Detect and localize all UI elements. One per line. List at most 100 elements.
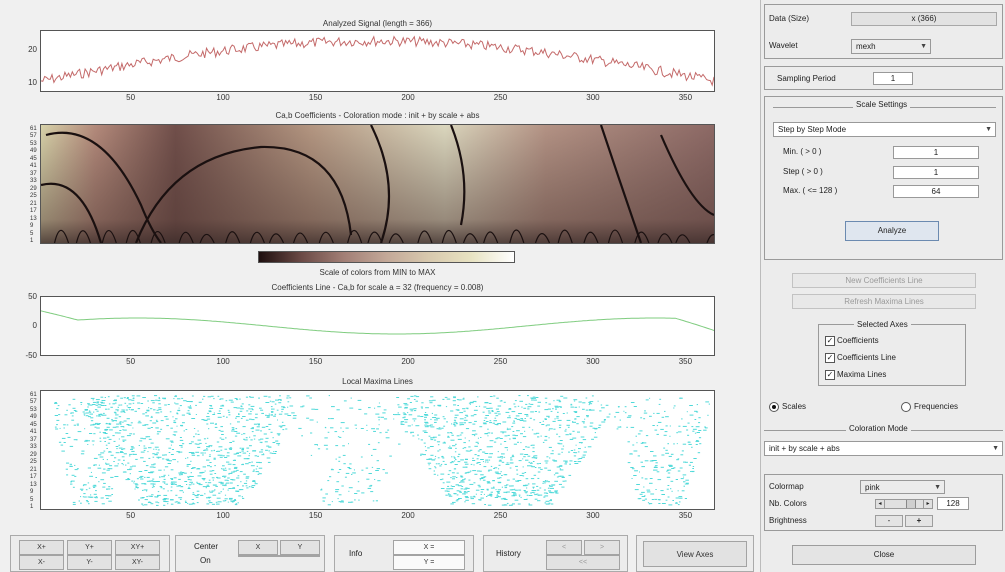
step-input[interactable]: 1: [893, 166, 979, 179]
colormap-value: pink: [865, 483, 880, 492]
slider-thumb[interactable]: [906, 500, 916, 508]
chevron-down-icon: ▼: [985, 126, 992, 133]
new-coefficients-line-button[interactable]: New Coefficients Line: [792, 273, 976, 288]
wavelet-select-value: mexh: [856, 42, 876, 51]
colormap-select[interactable]: pink ▼: [860, 480, 945, 494]
scale-mode-select[interactable]: Step by Step Mode ▼: [773, 122, 996, 137]
checkbox-coefficients-label: Coefficients: [837, 336, 879, 346]
history-group: History < > <<: [483, 535, 628, 572]
center-y-button[interactable]: Y: [280, 540, 320, 555]
history-start-button[interactable]: <<: [546, 555, 620, 570]
maxima-ytick: 17: [30, 474, 37, 481]
zoom-xy-minus-button[interactable]: XY-: [115, 555, 160, 570]
max-input[interactable]: 64: [893, 185, 979, 198]
checkbox-coefficients-line[interactable]: ✓ Coefficients Line: [825, 353, 896, 363]
zoom-y-minus-button[interactable]: Y-: [67, 555, 112, 570]
coefs-ytick: 1: [30, 238, 34, 244]
close-button[interactable]: Close: [792, 545, 976, 565]
coefs-ytick: 61: [30, 126, 37, 132]
checkbox-coefficients[interactable]: ✓ Coefficients: [825, 336, 879, 346]
signal-line: [40, 35, 715, 87]
selected-axes-frame: Selected Axes ✓ Coefficients ✓ Coefficient…: [818, 320, 966, 386]
maxima-ytick: 1: [30, 504, 34, 510]
radio-off-icon: [901, 402, 911, 412]
coefline-xtick: 250: [493, 357, 508, 366]
coloration-mode-title: Coloration Mode: [846, 424, 911, 433]
coefline-xtick: 350: [678, 357, 693, 366]
scale-settings-title: Scale Settings: [853, 100, 911, 109]
coefs-ytick: 53: [30, 140, 37, 147]
max-label: Max. ( <= 128 ): [783, 186, 838, 195]
maxima-xtick: 50: [126, 511, 136, 520]
signal-xtick: 150: [308, 93, 323, 102]
coefs-ytick: 37: [30, 170, 37, 177]
maxima-lines-plot[interactable]: [40, 390, 715, 510]
refresh-maxima-lines-button[interactable]: Refresh Maxima Lines: [792, 294, 976, 309]
selected-axes-title: Selected Axes: [854, 320, 911, 329]
center-x-button[interactable]: X: [238, 540, 278, 555]
brightness-minus-button[interactable]: -: [875, 515, 903, 527]
checkbox-maxima-lines[interactable]: ✓ Maxima Lines: [825, 370, 886, 380]
zoom-xy-plus-button[interactable]: XY+: [115, 540, 160, 555]
min-label: Min. ( > 0 ): [783, 147, 822, 156]
data-size-value: x (366): [851, 12, 997, 26]
history-back-button[interactable]: <: [546, 540, 582, 555]
maxima-ytick: 53: [30, 406, 37, 413]
coefs-ytick: 9: [30, 223, 34, 230]
coefline-xtick: 150: [308, 357, 323, 366]
maxima-ytick: 41: [30, 429, 37, 436]
signal-xtick: 300: [586, 93, 600, 102]
coefficients-image: [41, 125, 714, 243]
nb-colors-label: Nb. Colors: [769, 499, 807, 508]
maxima-ytick: 37: [30, 436, 37, 443]
coefficients-line: [40, 310, 715, 335]
sampling-period-input[interactable]: 1: [873, 72, 913, 85]
on-label: On: [200, 556, 211, 565]
coefs-ytick: 29: [30, 185, 37, 192]
signal-plot[interactable]: [40, 30, 715, 92]
step-label: Step ( > 0 ): [783, 167, 823, 176]
zoom-x-plus-button[interactable]: X+: [19, 540, 64, 555]
coefs-ytick: 17: [30, 208, 37, 215]
slider-left-arrow-icon[interactable]: ◂: [876, 500, 885, 508]
center-on-field[interactable]: [238, 555, 320, 557]
radio-frequencies-label: Frequencies: [914, 402, 959, 412]
control-panel: Data (Size) x (366) Wavelet mexh ▼ Sampli…: [760, 0, 1005, 572]
signal-xtick: 200: [401, 93, 415, 102]
maxima-xtick: 250: [493, 511, 508, 520]
chevron-down-icon: ▼: [992, 445, 999, 452]
coefline-xtick: 200: [401, 357, 415, 366]
coloration-mode-select[interactable]: init + by scale + abs ▼: [764, 441, 1003, 456]
history-forward-button[interactable]: >: [584, 540, 620, 555]
maxima-xtick: 200: [401, 511, 415, 520]
signal-xtick: 100: [216, 93, 230, 102]
min-input[interactable]: 1: [893, 146, 979, 159]
coefs-ytick: 49: [30, 148, 37, 155]
view-axes-button[interactable]: View Axes: [643, 541, 747, 567]
coefficients-line-plot[interactable]: [40, 296, 715, 356]
coefline-plot-title: Coefficients Line - Ca,b for scale a = 3…: [271, 283, 484, 292]
coefs-ytick: 5: [30, 230, 34, 237]
radio-scales[interactable]: Scales: [769, 402, 806, 412]
zoom-x-minus-button[interactable]: X-: [19, 555, 64, 570]
chevron-down-icon: ▼: [934, 484, 941, 491]
radio-frequencies[interactable]: Frequencies: [901, 402, 958, 412]
brightness-plus-button[interactable]: +: [905, 515, 933, 527]
nb-colors-input[interactable]: 128: [937, 497, 969, 510]
zoom-group: X+ Y+ XY+ X- Y- XY-: [10, 535, 170, 572]
slider-right-arrow-icon[interactable]: ▸: [923, 500, 932, 508]
coefs-plot-title: Ca,b Coefficients - Coloration mode : in…: [275, 111, 480, 120]
zoom-y-plus-button[interactable]: Y+: [67, 540, 112, 555]
signal-plot-title: Analyzed Signal (length = 366): [322, 19, 433, 28]
nb-colors-slider[interactable]: ◂ ▸: [875, 499, 933, 509]
maxima-ytick: 49: [30, 414, 37, 421]
maxima-xtick: 150: [308, 511, 323, 520]
maxima-ytick: 29: [30, 451, 37, 458]
analyze-button[interactable]: Analyze: [845, 221, 939, 241]
signal-ytick: 10: [28, 78, 37, 87]
coefs-ytick: 41: [30, 163, 37, 170]
wavelet-select[interactable]: mexh ▼: [851, 39, 931, 54]
colormap-frame: Colormap pink ▼ Nb. Colors ◂ ▸ 128 Bright…: [764, 474, 1003, 531]
maxima-ytick: 33: [30, 444, 37, 451]
coefficients-plot[interactable]: [40, 124, 715, 244]
